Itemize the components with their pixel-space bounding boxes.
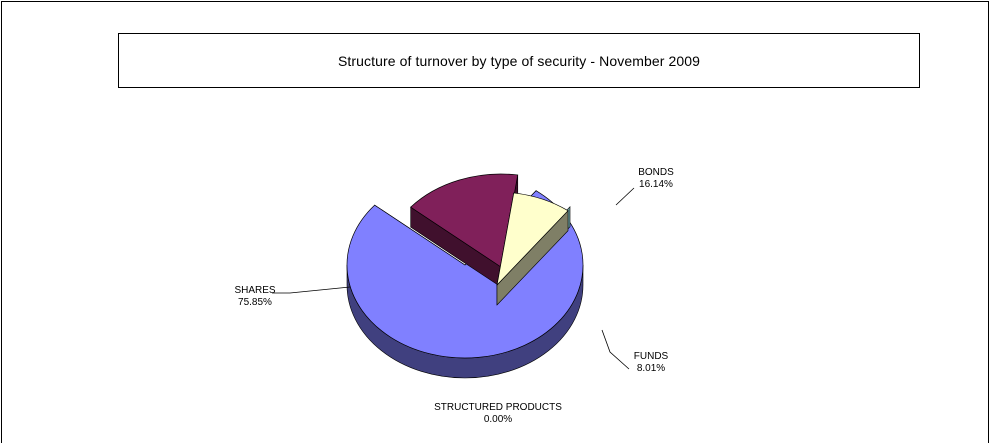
slice-label-shares: SHARES bbox=[234, 285, 275, 296]
slice-label-funds: FUNDS bbox=[634, 351, 669, 362]
leader-line-funds bbox=[601, 329, 630, 370]
chart-title-box: Structure of turnover by type of securit… bbox=[118, 33, 920, 88]
chart-title: Structure of turnover by type of securit… bbox=[337, 52, 701, 69]
slice-value-structured-products: 0.00% bbox=[484, 414, 512, 425]
slice-label-structured-products: STRUCTURED PRODUCTS bbox=[434, 402, 562, 413]
slice-value-bonds: 16.14% bbox=[639, 179, 673, 190]
leader-line-bonds bbox=[615, 187, 635, 206]
pie-slice-funds bbox=[496, 192, 569, 287]
slice-value-shares: 75.85% bbox=[238, 297, 272, 308]
slice-value-funds: 8.01% bbox=[637, 363, 665, 374]
leader-line-shares bbox=[272, 286, 351, 294]
slice-label-bonds: BONDS bbox=[638, 167, 674, 178]
pie-slice-bonds bbox=[410, 173, 519, 268]
